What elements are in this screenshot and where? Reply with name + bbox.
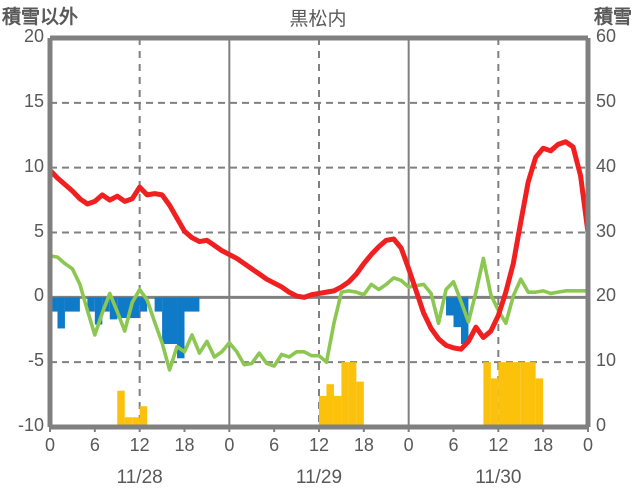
right-axis-tick: 20 <box>596 285 617 306</box>
x-axis-tick: 6 <box>269 435 280 455</box>
precipitation-bar-blue <box>446 297 454 316</box>
precipitation-bar-blue <box>154 297 163 312</box>
right-axis-title: 積雪 <box>593 7 632 28</box>
precipitation-bar-orange <box>132 417 140 427</box>
precipitation-bar-blue <box>453 297 461 328</box>
precipitation-bar-orange <box>117 390 125 427</box>
x-axis-tick: 18 <box>353 435 374 455</box>
precipitation-bar-orange <box>490 378 499 427</box>
x-axis-tick: 12 <box>308 435 330 455</box>
right-axis-tick: 60 <box>596 26 617 46</box>
precipitation-bar-blue <box>94 297 103 325</box>
precipitation-bar-blue <box>87 297 95 312</box>
precipitation-bar-orange <box>356 381 364 427</box>
precipitation-bar-orange <box>341 362 349 427</box>
precipitation-bars <box>50 297 544 427</box>
left-axis-tick: 20 <box>23 26 44 46</box>
precipitation-bar-blue <box>162 297 178 345</box>
right-axis-tick: 10 <box>596 350 617 371</box>
data-lines <box>50 139 588 427</box>
x-axis-tick: 12 <box>488 435 509 455</box>
left-axis-tick: -10 <box>17 415 44 435</box>
precipitation-bar-orange <box>326 384 334 427</box>
left-axis-title: 積雪以外 <box>2 7 79 28</box>
left-axis-tick: 5 <box>33 220 44 241</box>
right-axis-tick: 50 <box>596 90 617 111</box>
precipitation-bar-blue <box>109 297 118 320</box>
precipitation-bar-orange <box>139 406 148 427</box>
precipitation-bar-blue <box>177 297 185 359</box>
precipitation-bar-blue <box>184 297 200 312</box>
precipitation-bar-blue <box>460 297 469 345</box>
precipitation-bar-blue <box>50 297 58 312</box>
precipitation-bar-orange <box>124 417 133 427</box>
right-axis-tick: 40 <box>596 155 617 176</box>
red-temperature-line <box>50 139 588 352</box>
precipitation-bar-orange <box>348 362 357 427</box>
precipitation-bar-orange <box>483 362 491 427</box>
chart-title: 黒松内 <box>289 9 347 30</box>
precipitation-bar-orange <box>498 362 521 427</box>
x-axis-tick: 6 <box>448 435 459 455</box>
x-axis-tick: 6 <box>89 435 100 455</box>
precipitation-bar-orange <box>535 378 544 427</box>
precipitation-bar-orange <box>520 362 536 427</box>
left-axis-tick: 15 <box>23 90 44 111</box>
right-axis-tick: 30 <box>596 220 617 241</box>
precipitation-bar-orange <box>333 395 342 427</box>
x-axis-tick: 18 <box>174 435 195 455</box>
precipitation-bar-blue <box>64 297 80 312</box>
x-axis-date-label: 11/28 <box>116 467 163 488</box>
precipitation-bar-orange <box>319 395 327 427</box>
precipitation-bar-blue <box>139 297 148 312</box>
x-axis-date-label: 11/30 <box>475 467 522 488</box>
plot-frame <box>47 35 591 430</box>
x-axis-tick: 12 <box>129 435 150 455</box>
precipitation-bar-blue <box>57 297 65 329</box>
x-axis-tick: 18 <box>533 435 554 455</box>
x-axis-tick: 0 <box>44 435 55 455</box>
x-axis-tick: 0 <box>403 435 414 455</box>
left-axis-tick: -5 <box>27 350 44 371</box>
x-axis-tick: 0 <box>224 435 235 455</box>
left-axis-tick: 0 <box>33 285 44 306</box>
left-axis-tick: 10 <box>23 155 44 176</box>
right-axis-tick: 0 <box>596 415 607 435</box>
x-axis-tick: 0 <box>582 435 593 455</box>
x-axis-date-label: 11/29 <box>295 467 343 488</box>
